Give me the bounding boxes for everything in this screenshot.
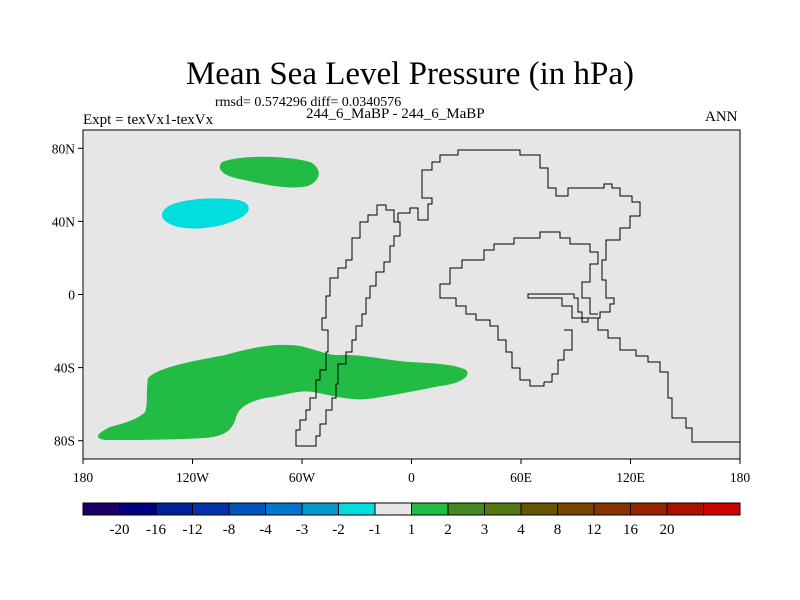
colorbar-label: 4 — [517, 522, 525, 538]
colorbar-labels: -20 -16 -12 -8 -4 -3 -2 -1 1 2 3 4 8 12 16 20 — [110, 522, 675, 538]
lon-tick-label: 0 — [408, 470, 415, 485]
colorbar-label: 8 — [554, 522, 562, 538]
colorbar-label: -3 — [296, 522, 309, 538]
latitude-labels: 80N 40N 0 40S 80S — [52, 141, 76, 448]
lat-tick-label: 40N — [52, 214, 76, 229]
lon-tick-label: 120W — [176, 470, 209, 485]
colorbar-swatch — [411, 502, 449, 516]
coastline-americas — [295, 204, 401, 447]
colorbar-swatch — [155, 502, 193, 516]
axis-ticks — [78, 147, 741, 464]
lon-tick-label: 60W — [289, 470, 316, 485]
colorbar-label: -2 — [332, 522, 345, 538]
colorbar-label: -16 — [146, 522, 166, 538]
colorbar-swatch — [703, 502, 741, 516]
case-names-label: 244_6_MaBP - 244_6_MaBP — [306, 106, 485, 122]
colorbar-swatch — [520, 502, 558, 516]
lat-tick-label: 80S — [54, 434, 75, 449]
colorbar-swatch — [666, 502, 704, 516]
colorbar-label: -20 — [110, 522, 130, 538]
colorbar-swatch — [301, 502, 339, 516]
colorbar-swatch — [338, 502, 376, 516]
colorbar-swatch — [119, 502, 157, 516]
coastline-africa-eurasia — [397, 149, 740, 443]
negative-anomaly-north-pacific — [162, 198, 249, 229]
colorbar-label: -8 — [223, 522, 236, 538]
plot-title: Mean Sea Level Pressure (in hPa) — [185, 56, 635, 92]
longitude-labels: 180 120W 60W 0 60E 120E 180 — [73, 470, 751, 485]
experiment-label: Expt = texVx1-texVx — [83, 112, 214, 128]
lon-tick-label: 60E — [510, 470, 532, 485]
colorbar-label: 12 — [587, 522, 602, 538]
colorbar-label: 20 — [660, 522, 675, 538]
colorbar-swatch — [82, 502, 120, 516]
colorbar-label: 2 — [444, 522, 452, 538]
colorbar-label: 1 — [408, 522, 416, 538]
lat-tick-label: 80N — [52, 141, 76, 156]
colorbar-swatch — [484, 502, 522, 516]
lat-tick-label: 0 — [68, 288, 75, 303]
colorbar-label: -12 — [183, 522, 203, 538]
colorbar-swatch — [192, 502, 230, 516]
colorbar-swatch — [374, 502, 412, 516]
colorbar-swatch — [557, 502, 595, 516]
lon-tick-label: 180 — [73, 470, 94, 485]
colorbar-swatch — [265, 502, 303, 516]
colorbar-swatch — [593, 502, 631, 516]
colorbar-label: 3 — [481, 522, 489, 538]
colorbar-swatch — [447, 502, 485, 516]
colorbar-label: -1 — [369, 522, 382, 538]
lon-tick-label: 120E — [616, 470, 645, 485]
positive-anomaly-north-pacific — [219, 156, 319, 188]
positive-anomaly-southern-ocean — [97, 344, 468, 440]
lon-tick-label: 180 — [730, 470, 751, 485]
colorbar-label: -4 — [259, 522, 272, 538]
colorbar-swatch — [228, 502, 266, 516]
colorbar-swatch — [630, 502, 668, 516]
colorbar-label: 16 — [623, 522, 639, 538]
season-label: ANN — [705, 109, 738, 125]
rmsd-diff-stats: rmsd= 0.574296 diff= 0.0340576 — [215, 95, 402, 110]
colorbar — [82, 502, 741, 516]
lat-tick-label: 40S — [54, 361, 75, 376]
